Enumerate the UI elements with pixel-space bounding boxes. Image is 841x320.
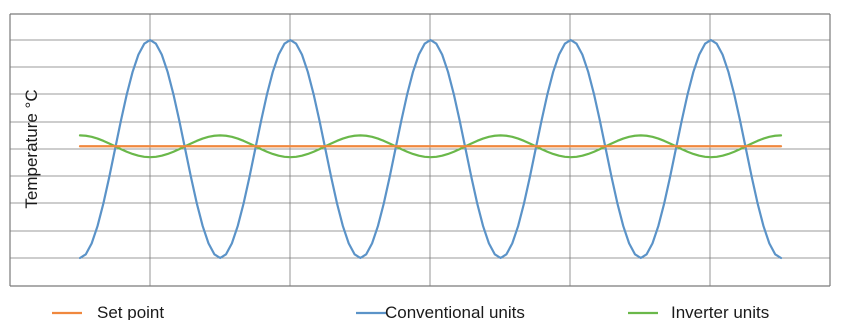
series-line-conventional-units xyxy=(78,38,783,260)
legend-item-conventional-units: Conventional units xyxy=(356,303,525,320)
legend: Set point Conventional units Inverter unit… xyxy=(52,303,769,320)
series-line-inverter-units xyxy=(78,134,783,159)
legend-label: Set point xyxy=(97,303,164,320)
grid xyxy=(9,13,831,287)
legend-item-inverter-units: Inverter units xyxy=(628,303,769,320)
series-layer xyxy=(78,38,783,260)
legend-label: Conventional units xyxy=(385,303,525,320)
legend-item-set-point: Set point xyxy=(52,303,164,320)
y-axis-label: Temperature °C xyxy=(22,89,41,208)
legend-label: Inverter units xyxy=(671,303,769,320)
